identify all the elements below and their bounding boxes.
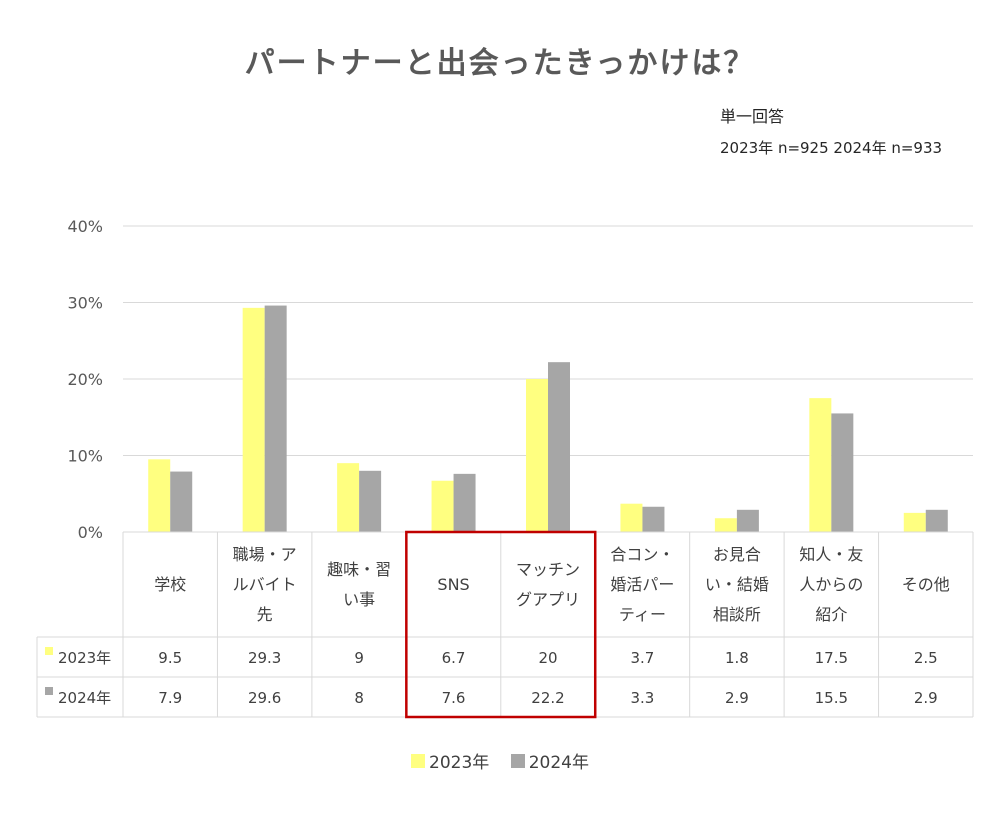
bar [526, 379, 548, 532]
category-label: 先 [257, 605, 273, 624]
legend-item-2024: 2024年 [510, 748, 589, 773]
category-label: 紹介 [815, 605, 847, 624]
category-label: い・結婚 [705, 575, 769, 594]
table-cell-value: 2.9 [914, 689, 938, 707]
bar [831, 413, 854, 532]
table-cell-value: 9.5 [158, 649, 182, 667]
table-cell-value: 9 [354, 649, 364, 667]
bar [242, 307, 265, 532]
highlight-box [405, 530, 597, 719]
bar [714, 518, 737, 532]
table-cell-value: 15.5 [815, 689, 848, 707]
table-row-swatch [45, 687, 53, 695]
y-tick-label: 40% [67, 217, 103, 236]
table-cell-value: 6.7 [442, 649, 466, 667]
table-cell-value: 2.5 [914, 649, 938, 667]
bar [925, 509, 948, 532]
chart-legend: 2023年 2024年 [0, 748, 1000, 773]
table-cell-value: 7.6 [442, 689, 466, 707]
category-label: ルバイト [233, 575, 297, 594]
table-cell-value: 29.3 [248, 649, 281, 667]
y-tick-label: 10% [67, 447, 103, 466]
category-label: 婚活パー [610, 575, 674, 594]
table-cell-value: 3.3 [631, 689, 655, 707]
category-label: マッチン [516, 560, 580, 579]
category-label: SNS [437, 575, 469, 594]
chart-title: パートナーと出会ったきっかけは？ [244, 46, 756, 81]
bar [453, 473, 476, 532]
table-row-label: 2023年 [58, 649, 111, 667]
category-label: 合コン・ [610, 545, 674, 564]
legend-swatch-2024 [510, 753, 525, 768]
table-cell-value: 2.9 [725, 689, 749, 707]
bar [170, 471, 193, 532]
y-tick-label: 20% [67, 370, 103, 389]
bar [264, 305, 287, 532]
y-tick-label: 30% [67, 294, 103, 313]
legend-item-2023: 2023年 [411, 748, 489, 773]
table-cell-value: 17.5 [815, 649, 848, 667]
bar [642, 506, 665, 532]
y-tick-label: 0% [78, 523, 103, 542]
category-label: グアプリ [516, 590, 580, 609]
table-row-swatch [45, 647, 53, 655]
bar [620, 503, 643, 532]
bar [736, 509, 759, 532]
table-cell-value: 29.6 [248, 689, 281, 707]
bar [809, 398, 832, 532]
sample-size-note: 2023年 n=925 2024年 n=933 [720, 139, 943, 157]
category-label: 知人・友 [799, 545, 863, 564]
bar [431, 480, 454, 532]
category-label: 相談所 [713, 605, 761, 624]
category-label: 職場・ア [233, 545, 297, 564]
category-label: 趣味・習 [327, 560, 391, 579]
legend-label-2024: 2024年 [528, 753, 589, 773]
table-cell-value: 20 [538, 649, 557, 667]
bar [148, 459, 171, 532]
bar [903, 512, 926, 532]
table-cell-value: 7.9 [158, 689, 182, 707]
table-row-label: 2024年 [58, 689, 111, 707]
table-cell-value: 8 [354, 689, 364, 707]
bar [359, 470, 382, 532]
category-label: お見合 [713, 545, 761, 564]
category-label: 学校 [154, 575, 186, 594]
legend-swatch-2023 [411, 753, 426, 768]
category-label: い事 [343, 590, 375, 609]
category-label: その他 [902, 575, 950, 594]
bar [337, 463, 360, 532]
category-label: 人からの [799, 575, 863, 594]
answer-type-note: 単一回答 [720, 107, 785, 126]
bar [548, 362, 570, 532]
table-cell-value: 22.2 [531, 689, 564, 707]
table-cell-value: 1.8 [725, 649, 749, 667]
category-label: ティー [619, 605, 666, 624]
table-cell-value: 3.7 [631, 649, 655, 667]
legend-label-2023: 2023年 [429, 753, 490, 773]
